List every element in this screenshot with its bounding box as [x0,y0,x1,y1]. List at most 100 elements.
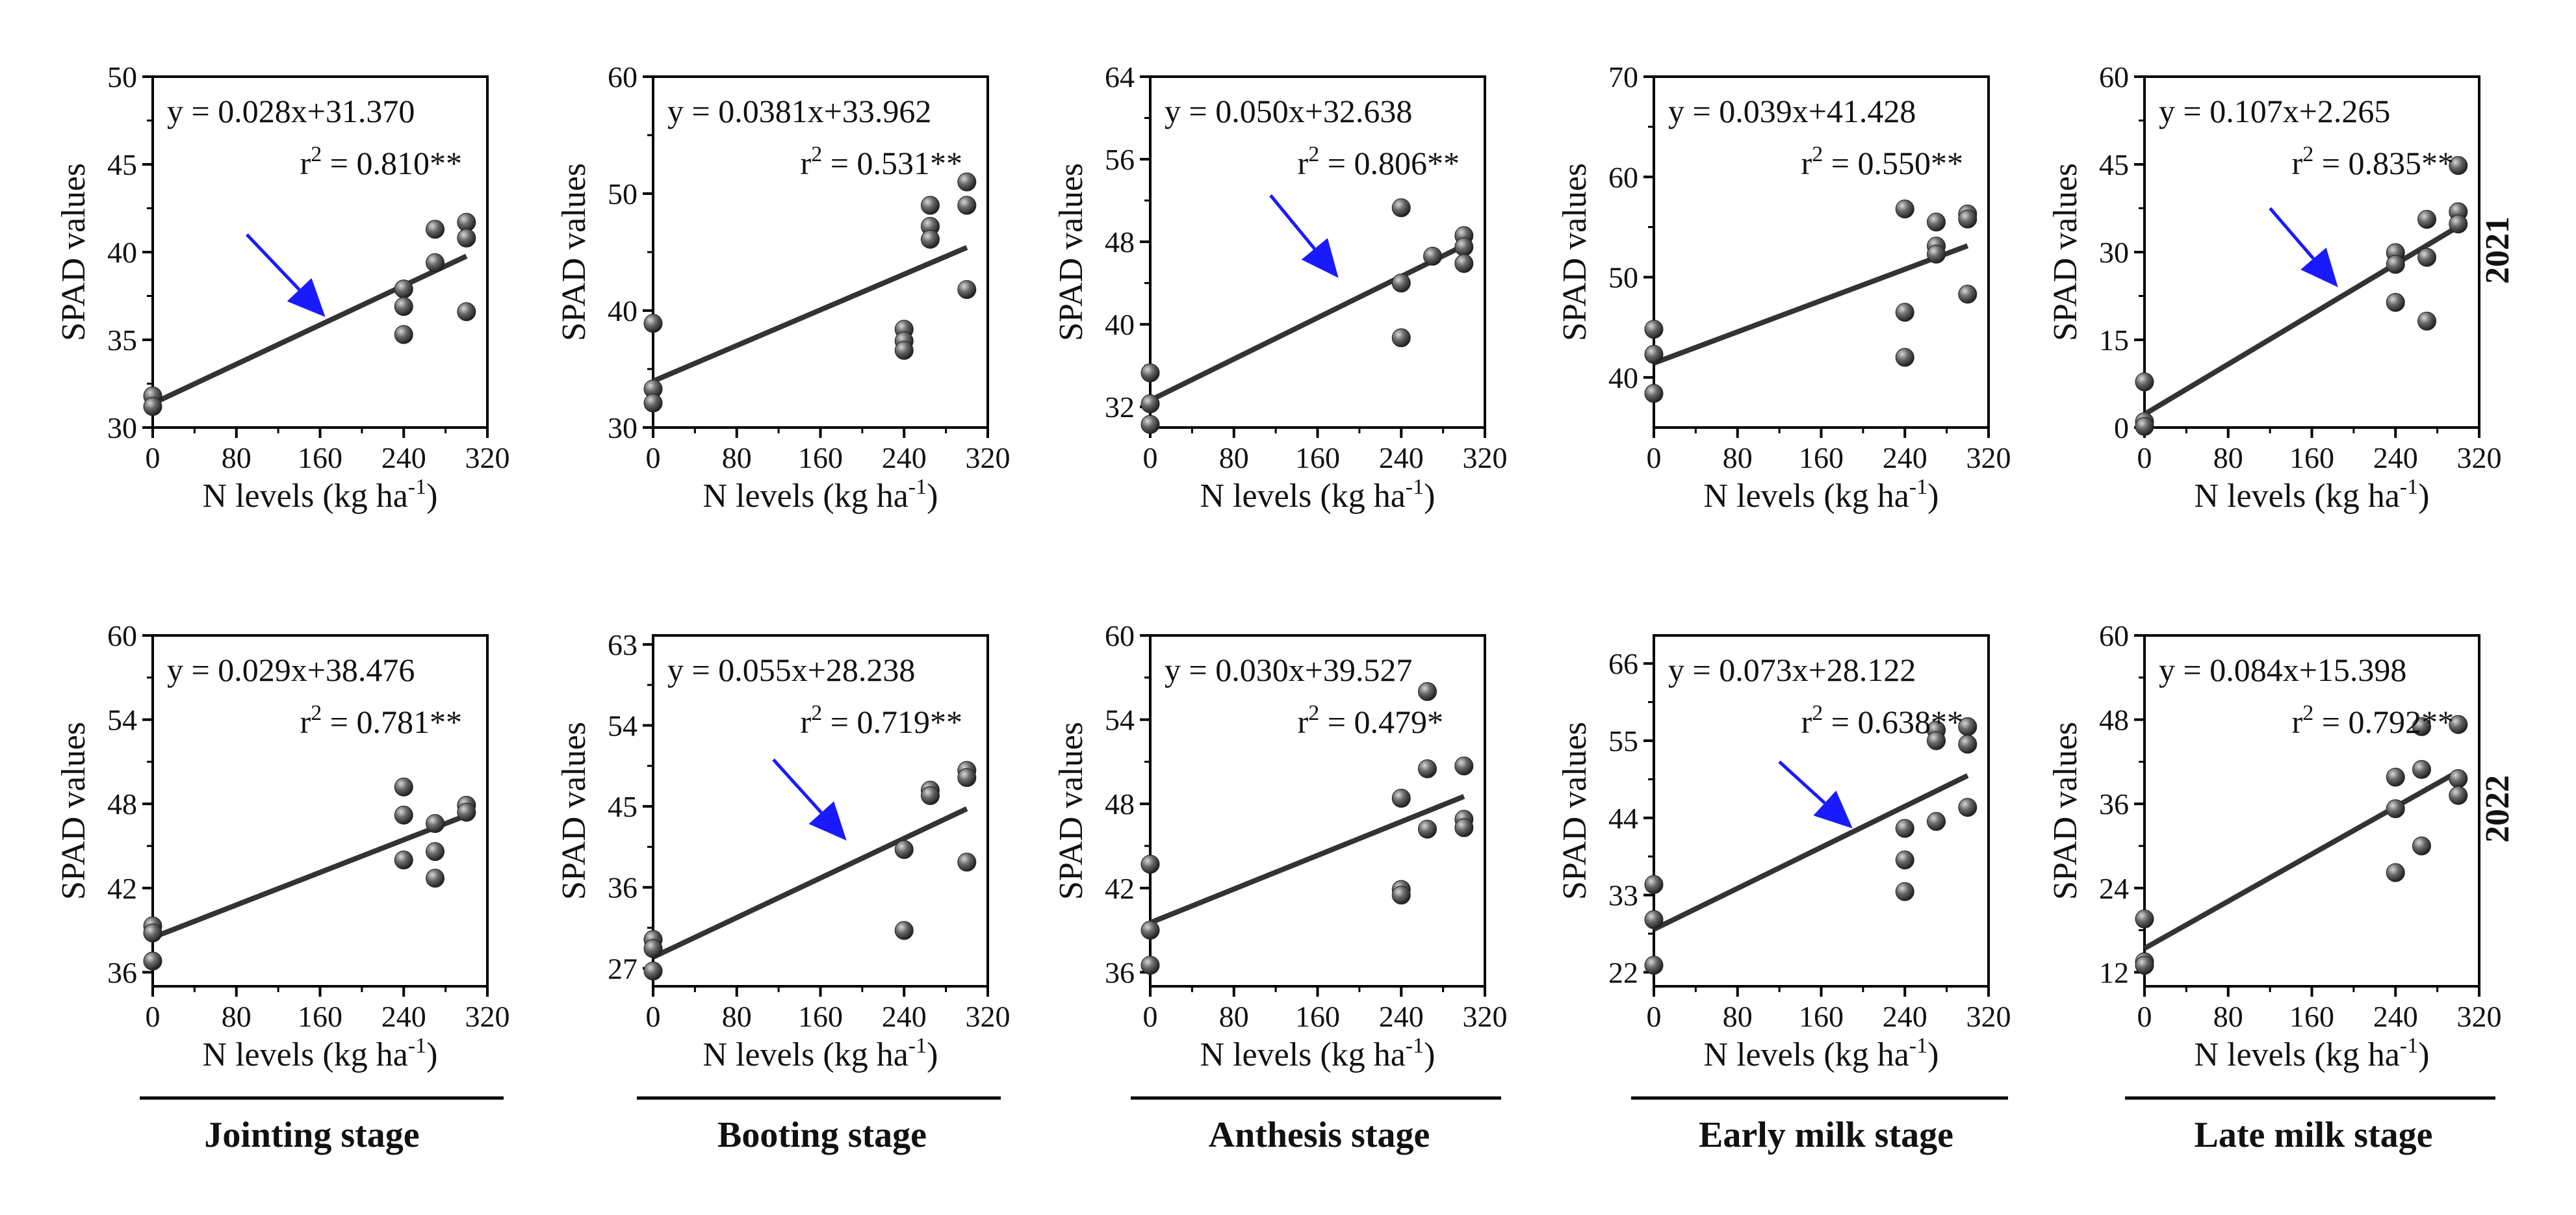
data-point [894,840,914,860]
data-point [1958,285,1977,304]
data-point [2417,210,2437,229]
data-point [643,939,663,958]
x-tick-label: 160 [1799,441,1844,474]
x-tick-label: 0 [146,441,161,474]
data-point [957,280,977,300]
y-axis-label: SPAD values [1053,722,1090,900]
y-axis-label: SPAD values [1556,163,1593,341]
data-point [2135,909,2154,928]
y-axis-label: SPAD values [55,163,92,341]
x-tick-label: 0 [1647,1000,1662,1033]
r-squared-label: r2 = 0.550** [1801,142,1963,181]
data-point [1454,253,1474,273]
panel-2022-late-milk-stage: 0 80 160 240 320 12 24 36 48 60 SPAD values N level… [2047,619,2502,1073]
y-tick-label: 42 [107,872,137,905]
regression-line [1653,243,1969,366]
y-tick-label: 48 [107,787,137,821]
arrow-indicator-shaft [1778,760,1826,804]
data-point [643,314,663,333]
panel-2021-anthesis-stage: 0 80 160 240 320 32 40 48 56 64 SPAD values N level… [1053,60,1508,515]
data-point [957,196,977,215]
x-tick-label: 240 [381,1000,426,1033]
x-tick-label: 240 [1379,1000,1424,1033]
data-point [1454,237,1474,257]
regression-line [151,813,468,940]
panel-2022-booting-stage: 0 80 160 240 320 27 36 45 54 63 SPAD values N level… [556,628,1011,1073]
data-point [1391,328,1411,348]
stage-label-jointing: Jointing stage [204,1115,419,1155]
data-point [1417,759,1437,778]
data-point [1417,682,1437,701]
y-axis-label: SPAD values [556,722,593,900]
data-point [1417,819,1437,839]
data-point [426,220,445,239]
x-axis-label: N levels (kg ha-1) [1200,1034,1436,1073]
x-tick-label: 0 [646,1000,661,1033]
y-axis-label: SPAD values [55,722,92,900]
data-point [394,297,413,316]
regression-equation: y = 0.0381x+33.962 [667,93,931,129]
data-point [1644,384,1664,403]
data-point [143,923,162,943]
y-axis-label: SPAD values [556,163,593,341]
regression-equation: y = 0.055x+28.238 [667,652,915,688]
data-point [1644,875,1664,894]
regression-line [652,806,968,960]
data-point [1927,212,1946,232]
y-axis-label: SPAD values [2047,722,2084,900]
regression-equation: y = 0.039x+41.428 [1668,93,1916,129]
data-point [1895,819,1914,838]
data-point [2449,769,2468,788]
panel-2022-early-milk-stage: 0 80 160 240 320 22 33 44 55 66 SPAD values N level… [1556,634,2011,1073]
r-squared-label: r2 = 0.781** [300,701,462,740]
data-point [1140,956,1160,975]
x-tick-label: 320 [966,1000,1011,1033]
panel-2022-jointing-stage: 0 80 160 240 320 36 42 48 54 60 SPAD values N level… [55,619,510,1073]
x-tick-label: 80 [1219,441,1249,474]
r-squared-label: r2 = 0.835** [2292,142,2454,181]
x-tick-label: 160 [2289,441,2334,474]
x-tick-label: 320 [465,1000,510,1033]
y-tick-label: 45 [608,790,638,823]
data-point [1391,274,1411,293]
x-tick-label: 80 [722,441,752,474]
y-tick-label: 32 [1105,390,1135,424]
x-tick-label: 320 [1463,441,1508,474]
r-squared-label: r2 = 0.810** [300,142,462,181]
data-point [1140,854,1160,874]
regression-equation: y = 0.029x+38.476 [167,652,415,688]
x-tick-label: 240 [882,441,927,474]
data-point [2412,836,2431,856]
r-squared-label: r2 = 0.719** [801,701,962,740]
data-point [894,340,914,360]
y-tick-label: 60 [107,619,137,652]
data-point [2449,214,2468,234]
y-tick-label: 50 [608,177,638,211]
x-axis-label: N levels (kg ha-1) [1704,1034,1939,1073]
x-tick-label: 240 [1379,441,1424,474]
x-axis-label: N levels (kg ha-1) [2195,1034,2430,1073]
x-tick-label: 240 [2373,1000,2418,1033]
x-tick-label: 240 [1883,1000,1927,1033]
arrow-indicator-shaft [772,758,823,814]
x-axis-label: N levels (kg ha-1) [1200,475,1436,515]
arrow-indicator-head [808,801,847,841]
data-point [1140,415,1160,434]
y-tick-label: 48 [1105,787,1135,821]
x-tick-label: 80 [1723,441,1753,474]
x-axis-label: N levels (kg ha-1) [203,475,438,515]
data-point [426,813,445,833]
y-tick-label: 66 [1608,647,1638,680]
data-point [143,951,162,971]
data-point [1958,209,1977,229]
regression-line [151,253,468,406]
data-point [394,279,413,299]
data-point [2135,372,2154,392]
y-tick-label: 30 [107,411,137,444]
x-tick-label: 80 [722,1000,752,1033]
arrow-indicator-head [1813,790,1853,828]
data-point [426,842,445,862]
data-point [1391,198,1411,218]
